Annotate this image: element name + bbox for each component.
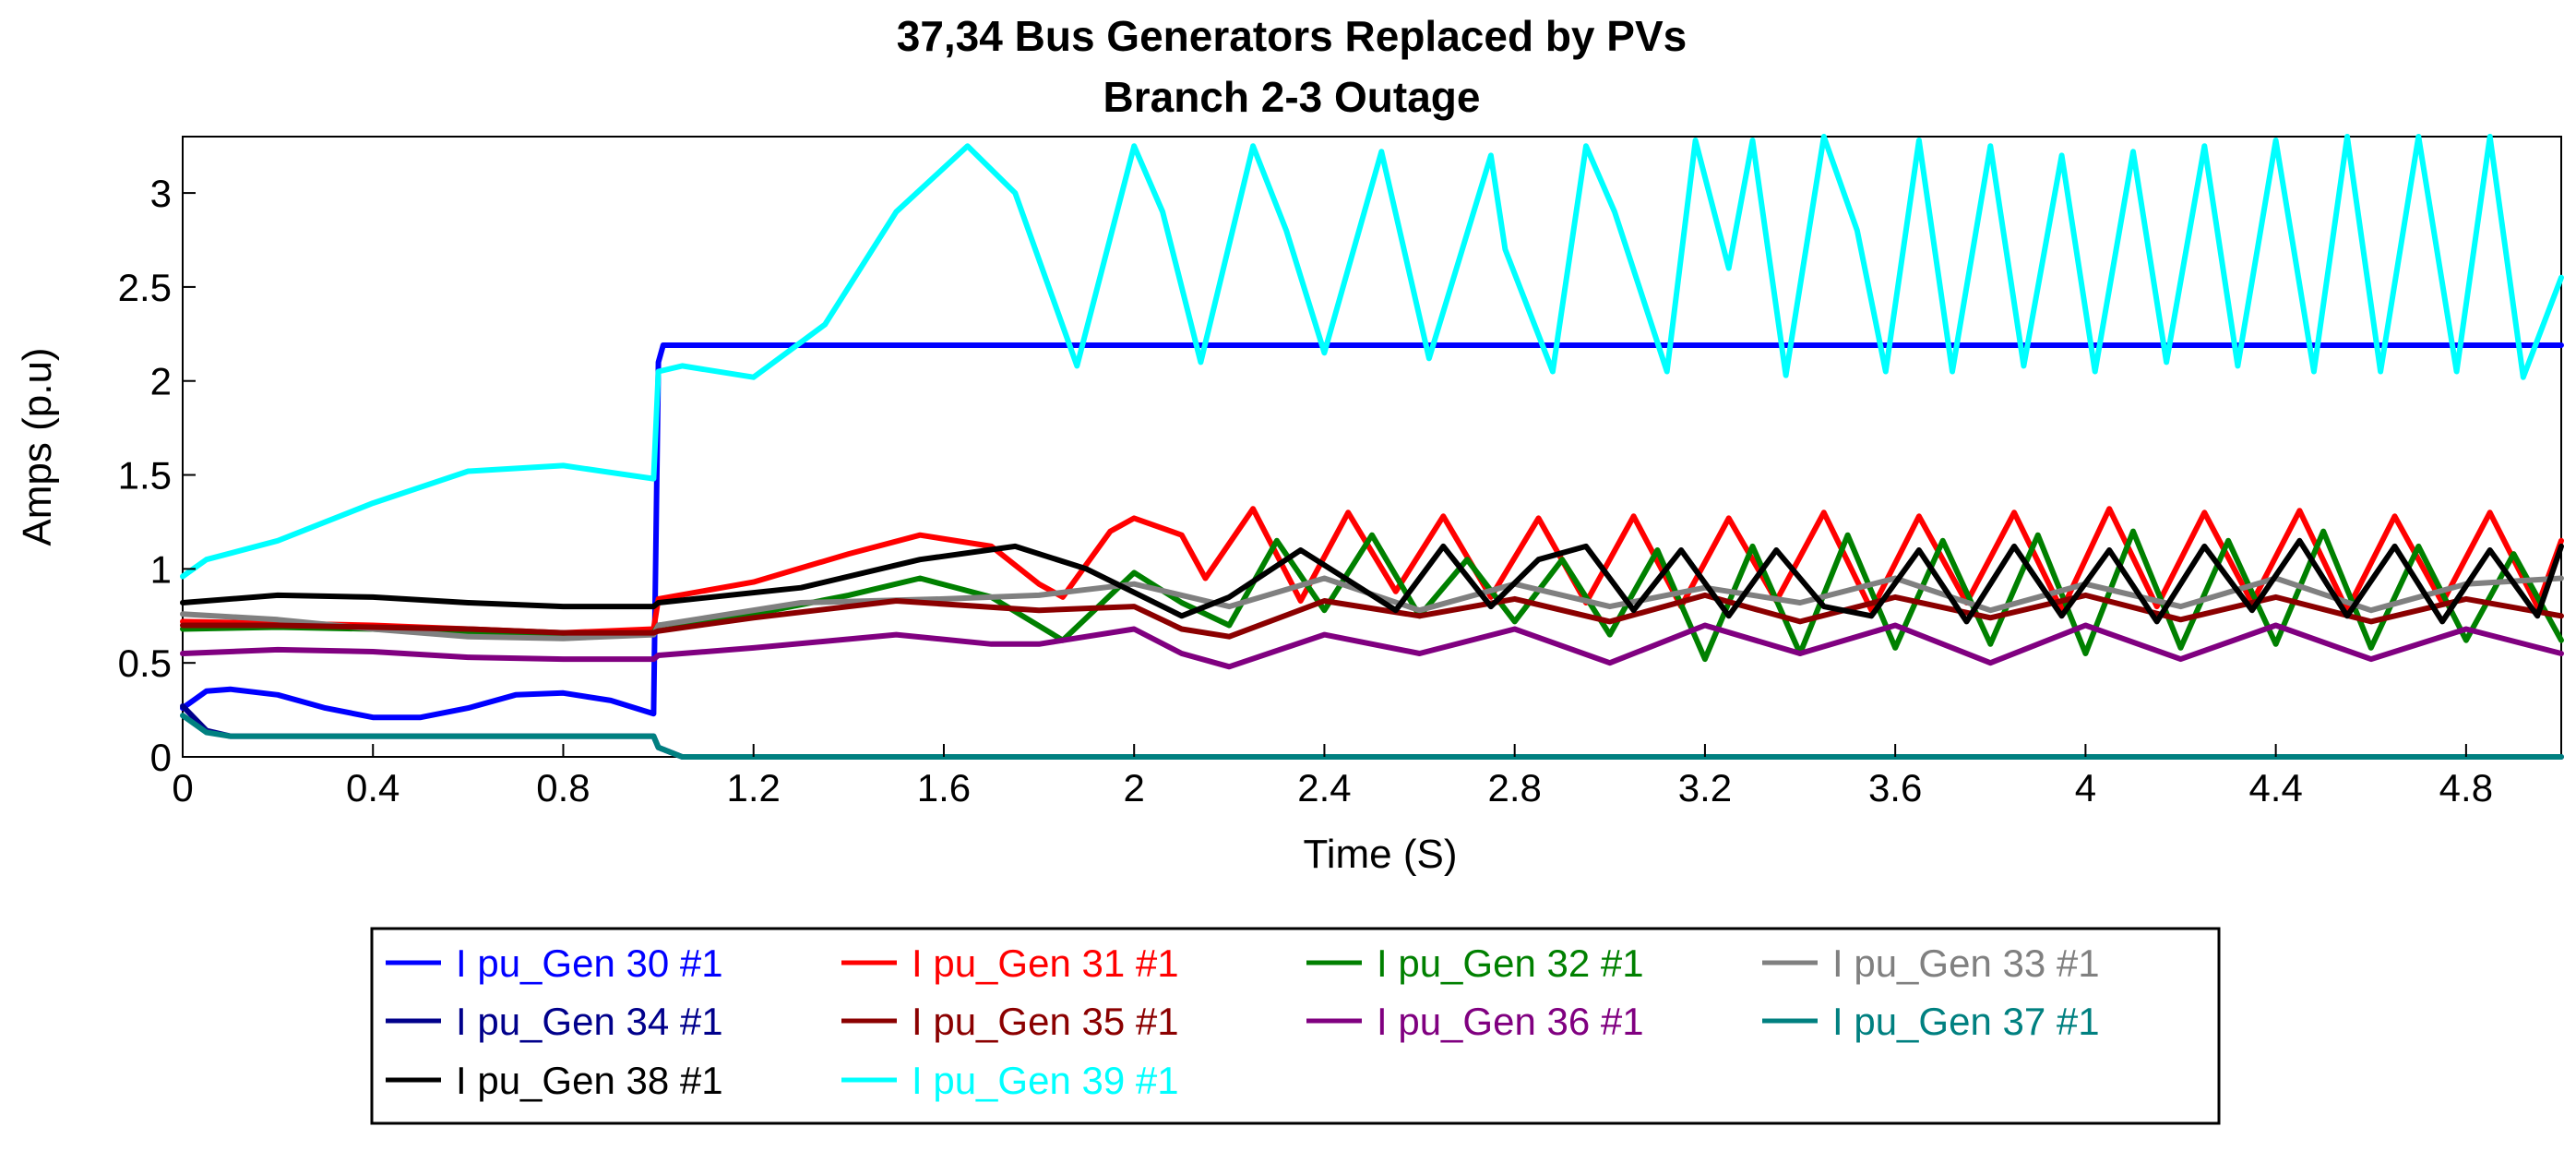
- legend-label: I pu_Gen 30 #1: [456, 941, 723, 985]
- x-tick-label: 0: [172, 766, 193, 809]
- chart-subtitle: Branch 2-3 Outage: [1103, 73, 1481, 121]
- legend-box: [370, 927, 2221, 1125]
- legend-label: I pu_Gen 39 #1: [912, 1059, 1179, 1102]
- series-line-6: [180, 622, 2564, 670]
- legend-label: I pu_Gen 32 #1: [1377, 941, 1644, 985]
- x-tick-label: 3.6: [1868, 766, 1922, 809]
- legend-label: I pu_Gen 38 #1: [456, 1059, 723, 1102]
- series-line-2: [180, 528, 2564, 663]
- legend-label: I pu_Gen 33 #1: [1832, 941, 2100, 985]
- y-tick-label: 0.5: [118, 641, 172, 685]
- legend-label: I pu_Gen 31 #1: [912, 941, 1179, 985]
- y-tick-label: 0: [150, 736, 172, 779]
- x-tick-label: 4.8: [2439, 766, 2493, 809]
- y-tick-label: 2.5: [118, 266, 172, 309]
- legend-label: I pu_Gen 37 #1: [1832, 1000, 2100, 1043]
- x-tick-label: 2: [1124, 766, 1145, 809]
- legend-label: I pu_Gen 36 #1: [1377, 1000, 1644, 1043]
- series-line-9: [180, 134, 2564, 580]
- chart-title: 37,34 Bus Generators Replaced by PVs: [897, 12, 1688, 60]
- x-tick-label: 3.2: [1678, 766, 1732, 809]
- series-line-8: [180, 537, 2564, 625]
- series-line-1: [180, 506, 2564, 636]
- x-axis-label: Time (S): [1303, 832, 1457, 877]
- series-layer: [180, 134, 2564, 760]
- y-tick-label: 3: [150, 172, 172, 215]
- series-line-0: [180, 342, 2564, 721]
- y-tick-label: 2: [150, 360, 172, 403]
- legend-label: I pu_Gen 34 #1: [456, 1000, 723, 1043]
- x-tick-label: 4.4: [2248, 766, 2302, 809]
- y-tick-label: 1.5: [118, 454, 172, 498]
- y-axis: 0 0.5 1 1.5 2 2.5 3: [118, 172, 196, 779]
- legend-label: I pu_Gen 35 #1: [912, 1000, 1179, 1043]
- x-tick-label: 0.4: [346, 766, 400, 809]
- y-tick-label: 1: [150, 547, 172, 591]
- x-tick-label: 2.8: [1487, 766, 1541, 809]
- x-tick-label: 4: [2075, 766, 2096, 809]
- x-tick-label: 1.6: [917, 766, 971, 809]
- y-axis-label: Amps (p.u): [15, 347, 60, 546]
- plot-frame: [182, 136, 2562, 758]
- legend: I pu_Gen 30 #1 I pu_Gen 31 #1 I pu_Gen 32 …: [386, 941, 2100, 1102]
- x-axis: 0 0.4 0.8 1.2 1.6 2 2.4 2.8 3.2 3.6 4 4.4 4.8: [172, 744, 2493, 809]
- x-tick-label: 0.8: [536, 766, 590, 809]
- x-tick-label: 1.2: [727, 766, 781, 809]
- series-line-4: [180, 703, 2564, 760]
- series-line-7: [180, 713, 2564, 760]
- x-tick-label: 2.4: [1297, 766, 1351, 809]
